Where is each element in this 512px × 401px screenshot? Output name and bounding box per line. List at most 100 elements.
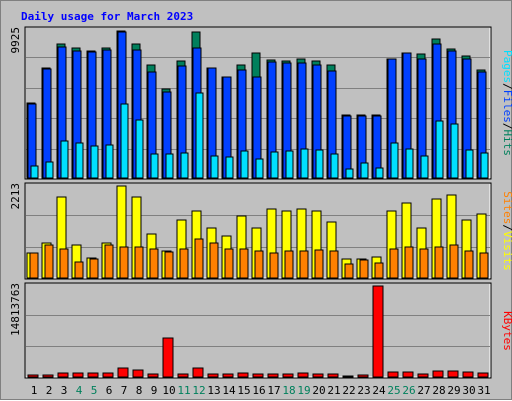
y-max-label: 2213 (9, 183, 22, 210)
x-tick-label-day-30: 30 (462, 384, 475, 397)
bar-sites-day-28 (434, 246, 444, 279)
x-tick-label-day-28: 28 (432, 384, 445, 397)
bar-kbytes-day-26 (402, 371, 414, 378)
legend-separator: / (501, 83, 512, 90)
bar-pages-day-31 (480, 152, 489, 179)
bar-kbytes-day-9 (147, 373, 159, 378)
x-tick-label-day-19: 19 (297, 384, 310, 397)
bar-kbytes-day-19 (297, 372, 309, 378)
x-tick-label-day-5: 5 (91, 384, 98, 397)
bar-sites-day-8 (134, 246, 144, 279)
x-tick-label-day-10: 10 (162, 384, 175, 397)
bar-sites-day-14 (224, 248, 234, 279)
legend-separator: / (501, 123, 512, 130)
legend: KBytes (501, 311, 512, 351)
bar-sites-day-19 (299, 250, 309, 279)
bar-kbytes-day-3 (57, 372, 69, 378)
bar-pages-day-24 (375, 167, 384, 179)
chart-title: Daily usage for March 2023 (21, 10, 193, 23)
bar-sites-day-7 (119, 246, 129, 279)
bar-kbytes-day-2 (42, 374, 54, 378)
x-tick-label-day-29: 29 (447, 384, 460, 397)
bar-sites-day-1 (29, 252, 39, 279)
bar-sites-day-3 (59, 248, 69, 279)
bar-pages-day-21 (330, 153, 339, 179)
bar-sites-day-21 (329, 250, 339, 279)
bar-pages-day-13 (210, 155, 219, 179)
x-tick-label-day-31: 31 (477, 384, 490, 397)
bar-pages-day-29 (450, 123, 459, 179)
x-tick-label-day-6: 6 (106, 384, 113, 397)
legend-pages: Pages (501, 50, 512, 83)
bar-pages-day-18 (285, 150, 294, 179)
bar-sites-day-20 (314, 249, 324, 279)
bar-kbytes-day-11 (177, 373, 189, 378)
bar-pages-day-30 (465, 149, 474, 179)
bar-kbytes-day-4 (72, 372, 84, 378)
bar-kbytes-day-30 (462, 371, 474, 378)
bar-pages-day-17 (270, 151, 279, 179)
bar-kbytes-day-22 (342, 375, 354, 378)
bar-kbytes-day-8 (132, 369, 144, 378)
bar-kbytes-day-18 (282, 373, 294, 378)
legend: Sites/Visits (501, 191, 512, 271)
bar-pages-day-5 (90, 145, 99, 179)
x-tick-label-day-12: 12 (192, 384, 205, 397)
legend-visits: Visits (501, 231, 512, 271)
bar-kbytes-day-17 (267, 373, 279, 378)
bar-sites-day-6 (104, 244, 114, 279)
bar-kbytes-day-12 (192, 367, 204, 378)
bar-sites-day-12 (194, 238, 204, 279)
x-tick-label-day-25: 25 (387, 384, 400, 397)
y-max-label: 9925 (9, 27, 22, 54)
bar-sites-day-5 (89, 258, 99, 279)
bar-pages-day-1 (30, 165, 39, 179)
bar-sites-day-17 (269, 252, 279, 279)
bar-sites-day-29 (449, 244, 459, 279)
bar-kbytes-day-7 (117, 367, 129, 378)
x-tick-label-day-9: 9 (151, 384, 158, 397)
bar-kbytes-day-1 (27, 374, 39, 378)
bar-sites-day-11 (179, 248, 189, 279)
bar-kbytes-day-24 (372, 285, 384, 378)
bar-pages-day-23 (360, 162, 369, 179)
bar-sites-day-26 (404, 246, 414, 279)
bar-sites-day-10 (164, 251, 174, 279)
x-tick-label-day-23: 23 (357, 384, 370, 397)
x-tick-label-day-16: 16 (252, 384, 265, 397)
x-tick-label-day-11: 11 (177, 384, 190, 397)
bar-kbytes-day-27 (417, 373, 429, 378)
bar-kbytes-day-25 (387, 371, 399, 378)
bar-sites-day-13 (209, 242, 219, 279)
x-tick-label-day-13: 13 (207, 384, 220, 397)
legend-files: Files (501, 90, 512, 123)
bar-kbytes-day-20 (312, 373, 324, 378)
bar-pages-day-12 (195, 92, 204, 179)
x-tick-label-day-8: 8 (136, 384, 143, 397)
x-tick-label-day-27: 27 (417, 384, 430, 397)
x-tick-label-day-4: 4 (76, 384, 83, 397)
bar-pages-day-10 (165, 153, 174, 179)
bar-pages-day-4 (75, 142, 84, 179)
legend-sites: Sites (501, 191, 512, 224)
bar-sites-day-15 (239, 248, 249, 279)
panel-3-border (24, 282, 492, 379)
x-tick-label-day-18: 18 (282, 384, 295, 397)
bar-pages-day-28 (435, 120, 444, 179)
x-tick-label-day-22: 22 (342, 384, 355, 397)
bar-sites-day-18 (284, 250, 294, 279)
y-max-label: 14813763 (9, 283, 22, 336)
bar-pages-day-14 (225, 156, 234, 179)
x-tick-label-day-1: 1 (31, 384, 38, 397)
bar-kbytes-day-29 (447, 370, 459, 378)
bar-sites-day-23 (359, 259, 369, 279)
bar-sites-day-22 (344, 263, 354, 279)
bar-kbytes-day-10 (162, 337, 174, 378)
x-tick-label-day-2: 2 (46, 384, 53, 397)
x-tick-label-day-3: 3 (61, 384, 68, 397)
bar-pages-day-15 (240, 150, 249, 179)
bar-kbytes-day-13 (207, 373, 219, 378)
legend-hits: Hits (501, 130, 512, 157)
bar-sites-day-9 (149, 248, 159, 279)
bar-sites-day-24 (374, 262, 384, 279)
